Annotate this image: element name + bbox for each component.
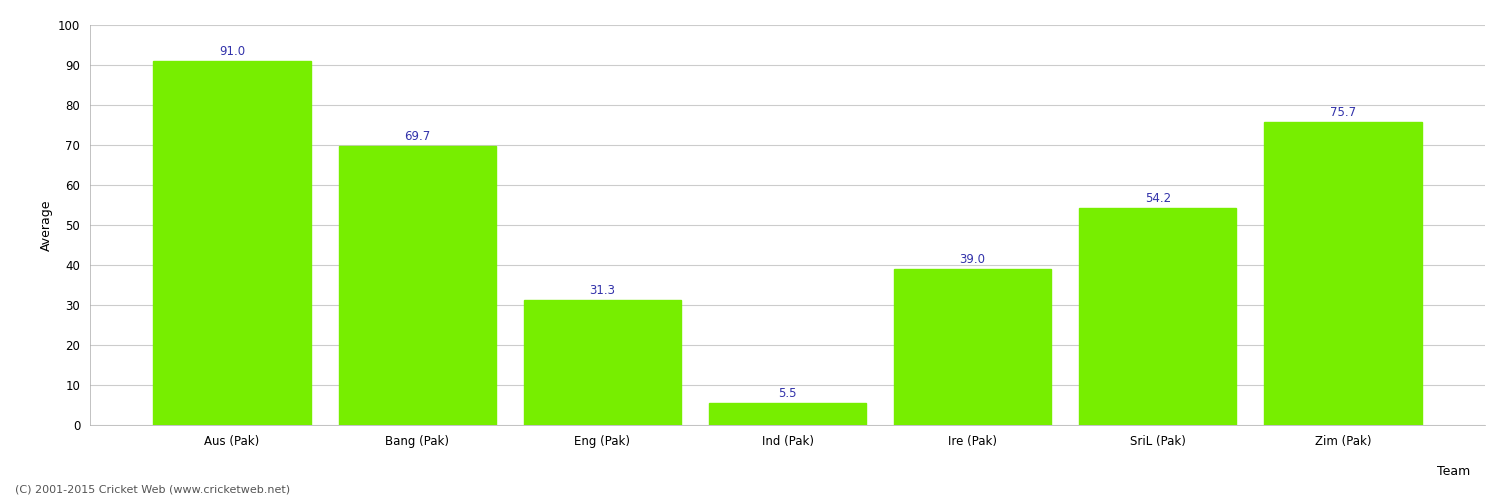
Text: 91.0: 91.0 — [219, 45, 245, 58]
Text: 5.5: 5.5 — [778, 387, 796, 400]
Text: 75.7: 75.7 — [1330, 106, 1356, 119]
Text: 54.2: 54.2 — [1144, 192, 1172, 205]
Text: 31.3: 31.3 — [590, 284, 615, 296]
Bar — [153, 61, 310, 425]
Bar — [524, 300, 681, 425]
Text: 39.0: 39.0 — [960, 253, 986, 266]
Bar — [710, 403, 866, 425]
Bar — [894, 269, 1052, 425]
Text: (C) 2001-2015 Cricket Web (www.cricketweb.net): (C) 2001-2015 Cricket Web (www.cricketwe… — [15, 485, 290, 495]
Bar — [339, 146, 496, 425]
Bar — [1078, 208, 1236, 425]
Y-axis label: Average: Average — [39, 199, 53, 251]
Text: Team: Team — [1437, 465, 1470, 478]
Text: 69.7: 69.7 — [404, 130, 430, 143]
Bar — [1264, 122, 1422, 425]
